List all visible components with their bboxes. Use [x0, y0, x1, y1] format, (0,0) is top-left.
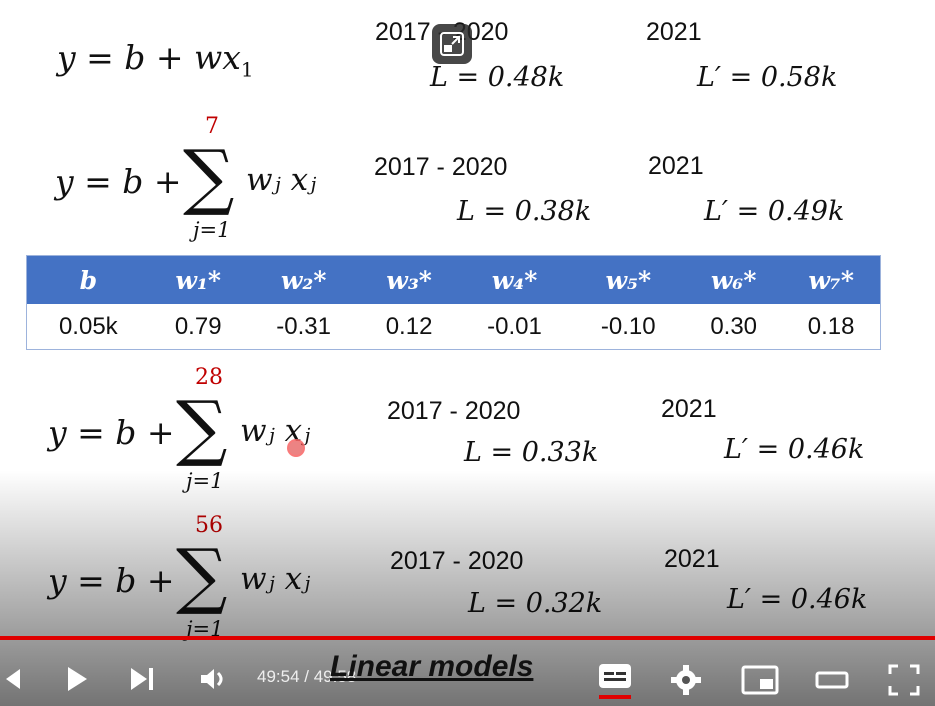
subtitles-button[interactable]: [594, 660, 636, 700]
model-2-test-label: 2021: [648, 152, 704, 180]
weights-table: b w₁* w₂* w₃* w₄* w₅* w₆* w₇* 0.05k 0.79…: [26, 255, 881, 350]
model-1-train-loss: L = 0.48k: [430, 62, 565, 93]
settings-button[interactable]: [666, 662, 706, 698]
next-icon: [131, 668, 153, 690]
model-2-train-label: 2017 - 2020: [374, 153, 508, 181]
volume-icon: [201, 669, 223, 689]
fullscreen-icon: [888, 664, 920, 696]
chapter-title[interactable]: Linear models: [330, 650, 534, 683]
play-icon: [68, 667, 87, 691]
model-2-sum-upper: 7: [205, 114, 219, 139]
model-2-sum-term: wⱼ xⱼ: [246, 162, 317, 198]
model-2-test-loss: L′ = 0.49k: [704, 196, 845, 227]
fullscreen-button[interactable]: [882, 660, 926, 700]
table-row: 0.05k 0.79 -0.31 0.12 -0.01 -0.10 0.30 0…: [27, 304, 881, 350]
player-controls: [0, 642, 935, 706]
table-cell: 0.18: [807, 312, 855, 340]
model-2-equation-lhs: y = b +: [55, 162, 182, 201]
model-3-sum-upper: 28: [195, 365, 223, 390]
volume-button[interactable]: [196, 662, 232, 696]
miniplayer-button[interactable]: [738, 662, 782, 698]
table-cell: 0.30: [710, 312, 758, 340]
model-2-train-loss: L = 0.38k: [457, 196, 592, 227]
table-header-cell: w₇*: [782, 255, 881, 304]
model-3-test-label: 2021: [661, 395, 717, 423]
table-header-cell: w₆*: [685, 255, 783, 304]
equation-sub: 1: [240, 57, 254, 82]
equation-x: x: [222, 38, 241, 77]
table-cell: 0.79: [174, 312, 222, 340]
model-4-test-label: 2021: [664, 545, 720, 573]
model-3-sum-lower: j=1: [186, 469, 224, 493]
table-cell: -0.31: [276, 312, 331, 340]
table-header-cell: w₄*: [457, 255, 572, 304]
play-button[interactable]: [58, 662, 94, 696]
table-header-cell: w₃*: [360, 255, 458, 304]
model-3-test-loss: L′ = 0.46k: [724, 434, 865, 465]
model-4-sum-term: wⱼ xⱼ: [240, 561, 311, 597]
cursor-indicator: [287, 439, 305, 457]
model-4-equation-lhs: y = b +: [48, 561, 175, 600]
equation-w: w: [194, 38, 223, 77]
model-3-train-label: 2017 - 2020: [387, 397, 521, 425]
model-3-equation-lhs: y = b +: [48, 413, 175, 452]
subtitles-icon: [599, 664, 631, 699]
table-cell: 0.12: [385, 312, 433, 340]
next-button[interactable]: [124, 662, 160, 696]
weights-table-header-row: b w₁* w₂* w₃* w₄* w₅* w₆* w₇*: [26, 255, 881, 304]
model-1-equation: y = b + wx1: [57, 38, 254, 82]
table-header-cell: b: [26, 255, 150, 304]
table-cell: 0.05k: [58, 312, 118, 340]
time-display: 49:54 / 49:58: [257, 667, 357, 686]
table-header-cell: w₅*: [571, 255, 686, 304]
model-4-train-loss: L = 0.32k: [468, 588, 603, 619]
model-1-test-loss: L′ = 0.58k: [697, 62, 838, 93]
table-cell: -0.01: [487, 312, 542, 340]
model-2-sum-lower: j=1: [193, 218, 231, 242]
model-2-sum-icon: ∑: [183, 134, 235, 218]
equation-lhs: y = b +: [57, 38, 195, 77]
table-header-cell: w₁*: [149, 255, 247, 304]
theater-icon: [815, 671, 849, 689]
table-cell: -0.10: [600, 312, 656, 340]
pip-exit-button[interactable]: [432, 24, 472, 64]
previous-button[interactable]: [0, 664, 26, 694]
model-4-sum-icon: ∑: [176, 533, 228, 617]
table-header-cell: w₂*: [246, 255, 361, 304]
pip-exit-icon: [440, 32, 464, 56]
model-4-test-loss: L′ = 0.46k: [727, 584, 868, 615]
progress-bar[interactable]: [0, 636, 935, 640]
model-3-sum-icon: ∑: [176, 385, 228, 469]
model-4-train-label: 2017 - 2020: [390, 547, 524, 575]
theater-button[interactable]: [810, 662, 854, 698]
model-3-train-loss: L = 0.33k: [464, 437, 599, 468]
model-1-test-label: 2021: [646, 18, 702, 46]
miniplayer-icon: [741, 665, 779, 695]
previous-icon: [6, 669, 20, 689]
settings-icon: [671, 665, 701, 695]
